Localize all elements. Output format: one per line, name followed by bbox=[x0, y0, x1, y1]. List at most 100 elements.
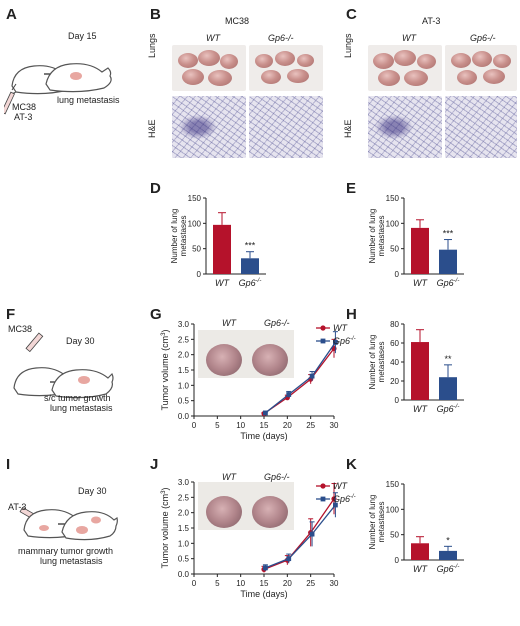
y-tick-label: 100 bbox=[386, 505, 400, 514]
y-tick-label: 0 bbox=[395, 270, 400, 279]
bar-chart-h: 0 20 40 60 80 Number of lungmetastases WT Gp6-/… bbox=[368, 320, 464, 414]
y-tick-label: 0 bbox=[395, 556, 400, 565]
panel-label-b: B bbox=[150, 6, 161, 23]
day-label-f: Day 30 bbox=[66, 336, 95, 346]
y-tick-label: 20 bbox=[390, 377, 399, 386]
cell-label-at3-a: AT-3 bbox=[14, 112, 33, 122]
panel-label-c: C bbox=[346, 6, 357, 23]
day-label-i: Day 30 bbox=[78, 486, 107, 496]
x-tick-label: 0 bbox=[192, 579, 197, 588]
y-tick-label: 150 bbox=[188, 194, 202, 203]
lung-photo-wt bbox=[172, 45, 246, 91]
y-tick-label: 0 bbox=[197, 270, 202, 279]
x-tick-label: 0 bbox=[192, 421, 197, 430]
panel-label-k: K bbox=[346, 456, 357, 473]
row-label-lungs: Lungs bbox=[147, 33, 157, 58]
histology-image-ko bbox=[249, 96, 323, 158]
x-tick-label: Gp6-/- bbox=[437, 404, 460, 414]
series-line-ko bbox=[265, 504, 336, 569]
bar-ko bbox=[439, 550, 457, 560]
panel-label-h: H bbox=[346, 306, 357, 323]
mouse-schematic-a bbox=[4, 63, 112, 115]
y-axis-label: Number of lungmetastases bbox=[368, 335, 386, 390]
x-tick-label: 5 bbox=[215, 421, 220, 430]
histology-image-ko bbox=[445, 96, 517, 158]
panel-label-i: I bbox=[6, 456, 11, 473]
x-tick-label: 5 bbox=[215, 579, 220, 588]
series-line-ko bbox=[264, 342, 336, 414]
y-tick-label: 40 bbox=[390, 358, 399, 367]
row-label-lungs: Lungs bbox=[343, 33, 353, 58]
mouse-schematic-f bbox=[13, 332, 114, 399]
y-tick-label: 150 bbox=[386, 194, 400, 203]
bar-ko bbox=[439, 249, 457, 274]
x-axis-label: Time (days) bbox=[240, 431, 287, 441]
y-tick-label: 2.5 bbox=[178, 335, 190, 344]
x-tick-label: WT bbox=[413, 404, 428, 414]
x-tick-label: Gp6-/- bbox=[437, 564, 460, 574]
significance-label: *** bbox=[245, 241, 256, 251]
x-tick-label: Gp6-/- bbox=[239, 278, 262, 288]
panel-label-g: G bbox=[150, 306, 162, 323]
bar-wt bbox=[213, 224, 231, 274]
y-axis-label: Tumor volume (cm3) bbox=[160, 329, 170, 410]
y-tick-label: 50 bbox=[390, 245, 399, 254]
panel-label-e: E bbox=[346, 180, 357, 197]
data-point bbox=[286, 392, 292, 397]
data-point bbox=[309, 373, 315, 379]
significance-label: *** bbox=[443, 229, 454, 239]
data-point bbox=[333, 502, 338, 508]
inset-label-ko: Gp6-/- bbox=[264, 472, 290, 482]
bar-wt bbox=[411, 227, 429, 274]
y-tick-label: 1.5 bbox=[178, 524, 190, 533]
y-tick-label: 150 bbox=[386, 480, 400, 489]
lung-photo-ko bbox=[249, 45, 323, 91]
y-tick-label: 2.5 bbox=[178, 493, 190, 502]
x-tick-label: 10 bbox=[236, 421, 245, 430]
y-tick-label: 60 bbox=[390, 339, 399, 348]
y-axis-label: Number of lungmetastases bbox=[368, 209, 386, 264]
x-tick-label: 25 bbox=[306, 421, 315, 430]
genotype-label: Gp6-/- bbox=[268, 33, 294, 43]
x-tick-label: 20 bbox=[283, 421, 292, 430]
x-tick-label: WT bbox=[215, 278, 230, 288]
panel-label-a: A bbox=[6, 6, 17, 23]
y-tick-label: 0.5 bbox=[178, 555, 190, 564]
data-point bbox=[263, 410, 268, 416]
mouse-schematic-i bbox=[19, 506, 118, 541]
row-label-he: H&E bbox=[343, 119, 353, 138]
x-tick-label: 20 bbox=[283, 579, 292, 588]
lung-photo-wt bbox=[368, 45, 442, 91]
y-tick-label: 1.0 bbox=[178, 381, 190, 390]
cell-label-mc38-a: MC38 bbox=[12, 102, 37, 112]
y-tick-label: 50 bbox=[192, 245, 201, 254]
data-point bbox=[263, 565, 268, 571]
panel-label-j: J bbox=[150, 456, 159, 473]
panel-label-d: D bbox=[150, 180, 161, 197]
y-tick-label: 3.0 bbox=[178, 478, 190, 487]
y-tick-label: 2.0 bbox=[178, 509, 190, 518]
x-tick-label: 15 bbox=[260, 421, 269, 430]
y-tick-label: 0.0 bbox=[178, 570, 190, 579]
y-axis-label: Number of lungmetastases bbox=[368, 495, 386, 550]
legend-label: WT bbox=[333, 323, 348, 333]
inset-label-ko: Gp6-/- bbox=[264, 318, 290, 328]
mouse-icon-2 bbox=[51, 369, 114, 399]
x-tick-label: Gp6-/- bbox=[437, 278, 460, 288]
legend-marker bbox=[320, 338, 326, 344]
significance-label: * bbox=[446, 535, 450, 545]
outcome-label-f-1: s/c tumor growth bbox=[44, 393, 111, 403]
panel-c-title: AT-3 bbox=[422, 16, 441, 26]
legend-marker bbox=[320, 496, 326, 502]
y-tick-label: 0.0 bbox=[178, 412, 190, 421]
y-tick-label: 3.0 bbox=[178, 320, 190, 329]
x-tick-label: 30 bbox=[330, 579, 339, 588]
outcome-label-i-1: mammary tumor growth bbox=[18, 546, 114, 556]
legend-label: Gp6-/- bbox=[333, 336, 356, 346]
x-tick-label: WT bbox=[413, 564, 428, 574]
x-tick-label: 15 bbox=[260, 579, 269, 588]
significance-label: ** bbox=[444, 354, 452, 364]
